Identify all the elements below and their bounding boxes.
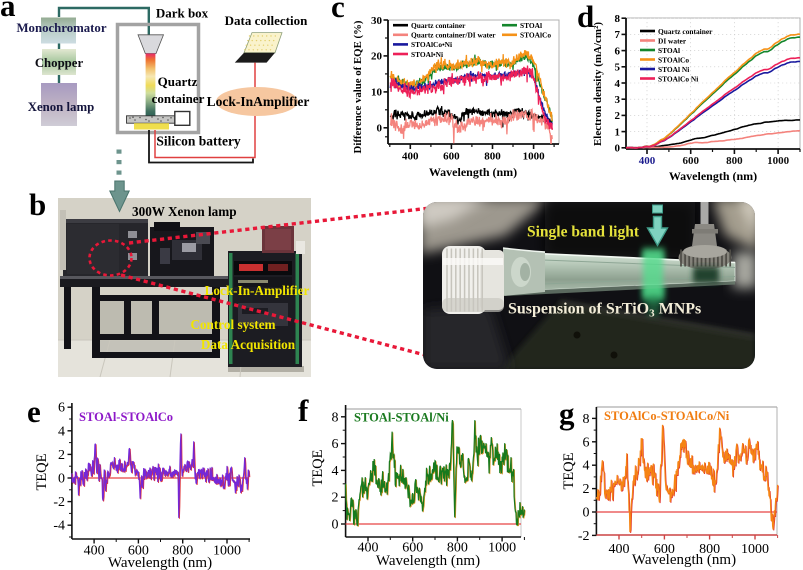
svg-text:Xenon lamp: Xenon lamp	[28, 100, 94, 114]
svg-text:Control system: Control system	[190, 317, 275, 332]
svg-text:1000: 1000	[488, 541, 516, 556]
svg-text:800: 800	[726, 155, 743, 167]
svg-text:-2: -2	[53, 495, 65, 510]
svg-text:0: 0	[332, 518, 339, 533]
svg-text:Electron density (mA/cm²): Electron density (mA/cm²)	[592, 22, 604, 146]
svg-text:Quartz: Quartz	[158, 74, 198, 89]
svg-text:STOAl-STOAl/Ni: STOAl-STOAl/Ni	[354, 411, 449, 425]
svg-text:1: 1	[615, 126, 621, 138]
svg-text:600: 600	[443, 151, 460, 163]
svg-text:Wavelength (nm): Wavelength (nm)	[108, 555, 212, 570]
svg-text:STOAlCo: STOAlCo	[520, 31, 551, 40]
svg-text:Data Acquisition: Data Acquisition	[201, 337, 296, 352]
svg-text:4: 4	[332, 464, 339, 479]
svg-text:2: 2	[583, 482, 590, 497]
svg-text:-4: -4	[53, 519, 65, 534]
svg-text:600: 600	[682, 155, 699, 167]
svg-text:6: 6	[583, 435, 590, 450]
svg-text:6: 6	[615, 45, 621, 57]
svg-text:STOAl: STOAl	[658, 46, 680, 55]
svg-text:f: f	[298, 393, 309, 428]
svg-text:4: 4	[583, 459, 590, 474]
svg-text:container: container	[152, 91, 205, 106]
svg-text:8: 8	[615, 13, 621, 25]
svg-text:4: 4	[615, 78, 621, 90]
svg-text:Quartz container: Quartz container	[658, 27, 713, 36]
svg-text:0: 0	[58, 472, 65, 487]
svg-text:c: c	[331, 0, 345, 24]
svg-text:2: 2	[332, 491, 339, 506]
svg-text:800: 800	[172, 544, 193, 559]
svg-text:Silicon battery: Silicon battery	[156, 134, 241, 149]
svg-text:Data collection: Data collection	[225, 13, 308, 28]
svg-text:10: 10	[371, 87, 383, 99]
svg-text:5: 5	[615, 62, 621, 74]
svg-text:3: 3	[615, 94, 621, 106]
svg-text:1000: 1000	[767, 155, 790, 167]
svg-text:400: 400	[358, 541, 379, 556]
svg-text:Quartz container: Quartz container	[411, 21, 466, 30]
svg-text:600: 600	[128, 544, 149, 559]
svg-text:Difference value of EQE (%): Difference value of EQE (%)	[352, 20, 364, 153]
svg-text:1000: 1000	[741, 542, 769, 557]
svg-text:STOAl-STOAlCo: STOAl-STOAlCo	[79, 410, 173, 424]
svg-text:6: 6	[58, 401, 65, 416]
svg-text:8: 8	[583, 412, 590, 427]
svg-text:400: 400	[84, 544, 105, 559]
svg-text:0: 0	[615, 143, 621, 155]
svg-text:800: 800	[699, 542, 720, 557]
svg-text:Wavelength (nm): Wavelength (nm)	[429, 165, 517, 179]
svg-text:-2: -2	[578, 529, 590, 544]
svg-text:a: a	[0, 0, 16, 23]
svg-text:400: 400	[639, 155, 656, 167]
svg-text:2: 2	[615, 110, 621, 122]
svg-text:600: 600	[402, 541, 423, 556]
svg-text:1000: 1000	[523, 151, 546, 163]
svg-text:4: 4	[58, 424, 65, 439]
svg-text:400: 400	[402, 151, 419, 163]
svg-text:Monochromator: Monochromator	[16, 21, 106, 35]
svg-text:0: 0	[583, 506, 590, 521]
svg-text:STOAlCo•Ni: STOAlCo•Ni	[411, 40, 452, 49]
svg-text:STOAl•Ni: STOAl•Ni	[411, 50, 443, 59]
svg-text:8: 8	[332, 410, 339, 425]
svg-text:d: d	[577, 0, 594, 34]
svg-text:Quartz container/DI water: Quartz container/DI water	[411, 31, 496, 40]
svg-text:Lock-In-Amplifier: Lock-In-Amplifier	[205, 283, 310, 298]
svg-text:30: 30	[371, 15, 383, 27]
svg-text:Dark box: Dark box	[156, 6, 209, 21]
svg-text:Wavelength (nm): Wavelength (nm)	[632, 552, 736, 568]
svg-text:Lock-InAmplifier: Lock-InAmplifier	[207, 94, 310, 109]
svg-text:7: 7	[615, 29, 621, 41]
svg-text:e: e	[27, 394, 41, 429]
svg-text:300W Xenon lamp: 300W Xenon lamp	[132, 204, 237, 219]
svg-text:DI water: DI water	[658, 36, 687, 45]
svg-text:STOAlCo-STOAlCo/Ni: STOAlCo-STOAlCo/Ni	[604, 409, 730, 423]
svg-text:20: 20	[371, 51, 383, 63]
svg-text:TEQE: TEQE	[310, 449, 326, 486]
svg-text:STOAlCo Ni: STOAlCo Ni	[658, 74, 698, 83]
svg-text:STOAl Ni: STOAl Ni	[658, 65, 689, 74]
svg-text:400: 400	[609, 542, 630, 557]
svg-text:1000: 1000	[213, 544, 241, 559]
svg-text:TEQE: TEQE	[34, 453, 50, 490]
svg-text:Suspension of SrTiO3 MNPs: Suspension of SrTiO3 MNPs	[508, 301, 701, 320]
svg-text:STOAl: STOAl	[520, 21, 542, 30]
svg-text:800: 800	[484, 151, 501, 163]
svg-text:Wavelength (nm): Wavelength (nm)	[669, 169, 757, 183]
svg-text:g: g	[559, 396, 575, 431]
svg-text:2: 2	[58, 448, 65, 463]
svg-text:0: 0	[377, 123, 383, 135]
svg-text:Chopper: Chopper	[35, 56, 84, 70]
svg-text:Wavelength (nm): Wavelength (nm)	[376, 553, 480, 569]
svg-text:b: b	[29, 187, 46, 222]
svg-text:Single band light: Single band light	[527, 224, 640, 241]
svg-text:600: 600	[654, 542, 675, 557]
svg-text:TEQE: TEQE	[561, 452, 577, 489]
svg-text:STOAlCo: STOAlCo	[658, 55, 689, 64]
svg-text:6: 6	[332, 437, 339, 452]
svg-text:800: 800	[447, 541, 468, 556]
